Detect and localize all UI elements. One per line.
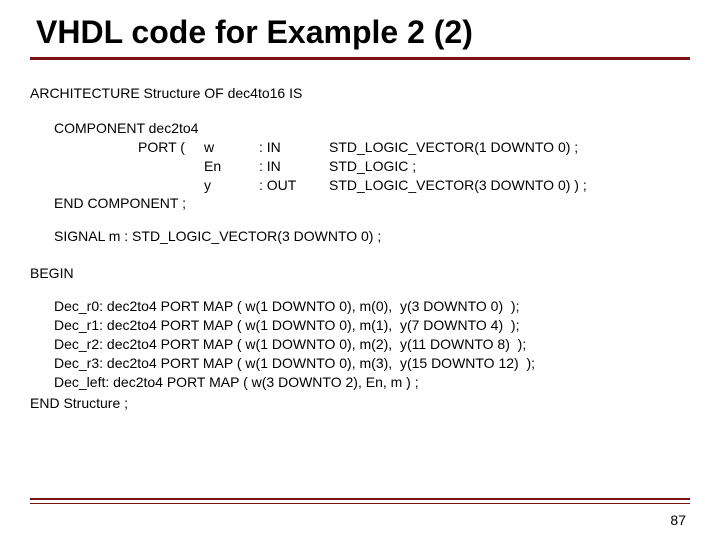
port-name: En — [204, 157, 259, 176]
component-end: END COMPONENT ; — [54, 194, 690, 213]
port-map-line: Dec_r1: dec2to4 PORT MAP ( w(1 DOWNTO 0)… — [54, 316, 690, 335]
port-row-2: y : OUT STD_LOGIC_VECTOR(3 DOWNTO 0) ) ; — [54, 176, 690, 195]
footer-rule-thick — [30, 498, 690, 500]
port-lead-blank — [54, 176, 204, 195]
port-map-line: Dec_left: dec2to4 PORT MAP ( w(3 DOWNTO … — [54, 373, 690, 392]
footer-rule-thin — [30, 503, 690, 504]
port-name: w — [204, 138, 259, 157]
port-keyword: PORT ( — [138, 139, 185, 155]
port-map-block: Dec_r0: dec2to4 PORT MAP ( w(1 DOWNTO 0)… — [30, 297, 690, 391]
port-lead: PORT ( — [54, 138, 204, 157]
port-name: y — [204, 176, 259, 195]
slide-title: VHDL code for Example 2 (2) — [0, 0, 720, 57]
port-row-1: En : IN STD_LOGIC ; — [54, 157, 690, 176]
component-header: COMPONENT dec2to4 — [54, 119, 690, 138]
port-dir: : IN — [259, 157, 329, 176]
port-map-line: Dec_r3: dec2to4 PORT MAP ( w(1 DOWNTO 0)… — [54, 354, 690, 373]
port-row-0: PORT ( w : IN STD_LOGIC_VECTOR(1 DOWNTO … — [54, 138, 690, 157]
port-type: STD_LOGIC ; — [329, 157, 690, 176]
port-lead-blank — [54, 157, 204, 176]
component-block: COMPONENT dec2to4 PORT ( w : IN STD_LOGI… — [30, 119, 690, 213]
port-map-line: Dec_r2: dec2to4 PORT MAP ( w(1 DOWNTO 0)… — [54, 335, 690, 354]
architecture-line: ARCHITECTURE Structure OF dec4to16 IS — [30, 84, 690, 103]
port-map-line: Dec_r0: dec2to4 PORT MAP ( w(1 DOWNTO 0)… — [54, 297, 690, 316]
end-architecture: END Structure ; — [30, 394, 690, 413]
signal-line: SIGNAL m : STD_LOGIC_VECTOR(3 DOWNTO 0) … — [30, 227, 690, 246]
page-number: 87 — [670, 512, 686, 528]
port-dir: : OUT — [259, 176, 329, 195]
slide: VHDL code for Example 2 (2) ARCHITECTURE… — [0, 0, 720, 540]
port-dir: : IN — [259, 138, 329, 157]
port-type: STD_LOGIC_VECTOR(3 DOWNTO 0) ) ; — [329, 176, 690, 195]
slide-body: ARCHITECTURE Structure OF dec4to16 IS CO… — [0, 60, 720, 412]
begin-keyword: BEGIN — [30, 264, 690, 283]
port-type: STD_LOGIC_VECTOR(1 DOWNTO 0) ; — [329, 138, 690, 157]
